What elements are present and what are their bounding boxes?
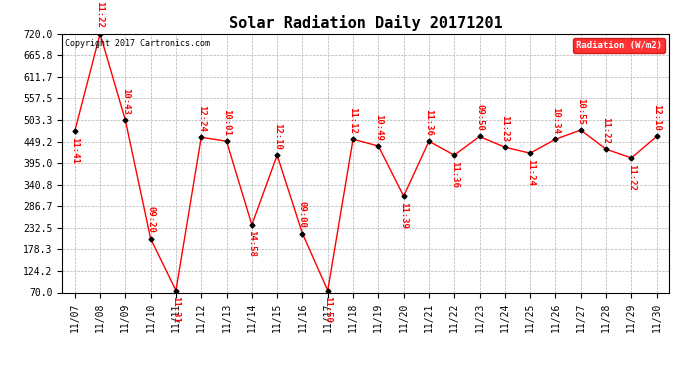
Text: 14:58: 14:58 — [247, 230, 257, 257]
Text: 12:24: 12:24 — [197, 105, 206, 132]
Text: 09:50: 09:50 — [475, 104, 484, 131]
Text: 11:22: 11:22 — [602, 117, 611, 144]
Text: 11:36: 11:36 — [424, 109, 433, 136]
Text: 09:20: 09:20 — [146, 206, 155, 233]
Text: 11:23: 11:23 — [500, 115, 509, 142]
Text: 11:12: 11:12 — [348, 107, 357, 134]
Text: 11:41: 11:41 — [70, 137, 79, 164]
Text: 11:36: 11:36 — [450, 161, 459, 188]
Text: 10:49: 10:49 — [374, 114, 383, 141]
Text: 09:00: 09:00 — [298, 201, 307, 228]
Text: 10:55: 10:55 — [576, 98, 585, 124]
Title: Solar Radiation Daily 20171201: Solar Radiation Daily 20171201 — [229, 15, 502, 31]
Text: 10:34: 10:34 — [551, 107, 560, 134]
Text: 11:22: 11:22 — [95, 2, 105, 28]
Text: 10:43: 10:43 — [121, 88, 130, 115]
Text: 11:50: 11:50 — [323, 296, 333, 323]
Text: 10:01: 10:01 — [222, 109, 231, 136]
Text: 12:10: 12:10 — [652, 104, 661, 131]
Text: 11:22: 11:22 — [627, 164, 636, 190]
Legend: Radiation (W/m2): Radiation (W/m2) — [573, 38, 664, 53]
Text: 11:39: 11:39 — [399, 202, 408, 229]
Text: 11:24: 11:24 — [526, 159, 535, 186]
Text: Copyright 2017 Cartronics.com: Copyright 2017 Cartronics.com — [65, 39, 210, 48]
Text: 12:10: 12:10 — [273, 123, 282, 150]
Text: 11:31: 11:31 — [171, 296, 181, 323]
